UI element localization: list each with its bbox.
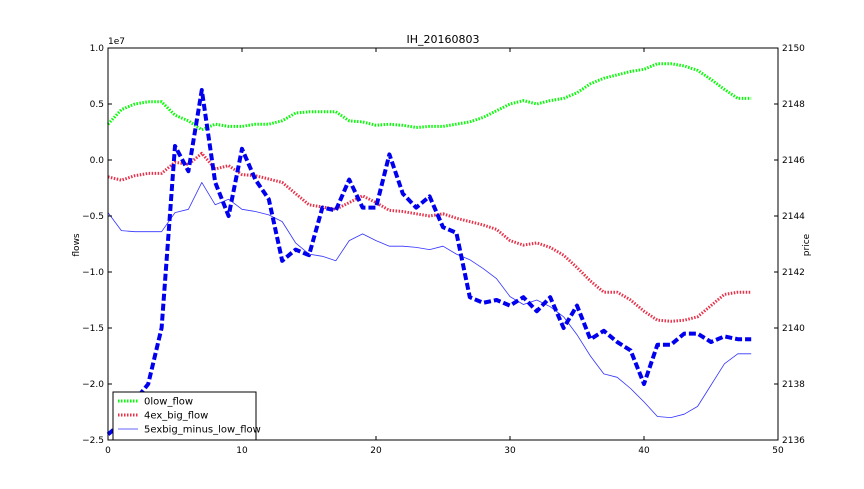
y-left-tick-label: −2.5 bbox=[82, 436, 104, 446]
series-line-5exbig-minus-low-flow bbox=[107, 181, 752, 419]
y-left-tick-label: 1.0 bbox=[90, 44, 105, 54]
left-axis-multiplier: 1e7 bbox=[108, 37, 125, 47]
y-right-tick-label: 2150 bbox=[782, 44, 805, 54]
legend-label-5exbig-minus-low-flow: 5exbig_minus_low_flow bbox=[144, 425, 261, 436]
legend-label-0low-flow: 0low_flow bbox=[144, 397, 193, 408]
legend: 0low_flow 4ex_big_flow 5exbig_minus_low_fl… bbox=[112, 391, 261, 441]
y-right-tick-label: 2138 bbox=[782, 380, 805, 390]
chart-title: IH_20160803 bbox=[406, 33, 479, 46]
x-tick-label: 0 bbox=[105, 446, 111, 456]
x-tick-label: 10 bbox=[236, 446, 248, 456]
x-tick-label: 40 bbox=[638, 446, 650, 456]
y-left-tick-label: −0.5 bbox=[82, 212, 104, 222]
y-right-tick-label: 2136 bbox=[782, 436, 805, 446]
left-axis-label: flows bbox=[72, 233, 82, 257]
y-right-tick-label: 2148 bbox=[782, 100, 805, 110]
y-right-tick-label: 2142 bbox=[782, 268, 805, 278]
x-tick-label: 20 bbox=[370, 446, 382, 456]
y-left-tick-label: −2.0 bbox=[82, 380, 104, 390]
y-left-tick-label: −1.0 bbox=[82, 268, 104, 278]
series-line-price bbox=[106, 88, 752, 436]
right-axis-label: price bbox=[802, 233, 812, 256]
plot-frame bbox=[107, 47, 779, 441]
y-left-tick-label: 0.0 bbox=[90, 156, 105, 166]
series-layer bbox=[106, 62, 752, 436]
x-tick-label: 30 bbox=[504, 446, 516, 456]
legend-label-4ex-big-flow: 4ex_big_flow bbox=[144, 411, 208, 422]
y-right-tick-label: 2146 bbox=[782, 156, 805, 166]
y-right-tick-label: 2144 bbox=[782, 212, 805, 222]
series-line-0low-flow bbox=[106, 62, 752, 132]
x-tick-label: 50 bbox=[772, 446, 784, 456]
y-right-tick-label: 2140 bbox=[782, 324, 805, 334]
series-line-4ex-big-flow bbox=[107, 151, 752, 323]
y-left-tick-label: −1.5 bbox=[82, 324, 104, 334]
y-left-tick-label: 0.5 bbox=[90, 100, 104, 110]
